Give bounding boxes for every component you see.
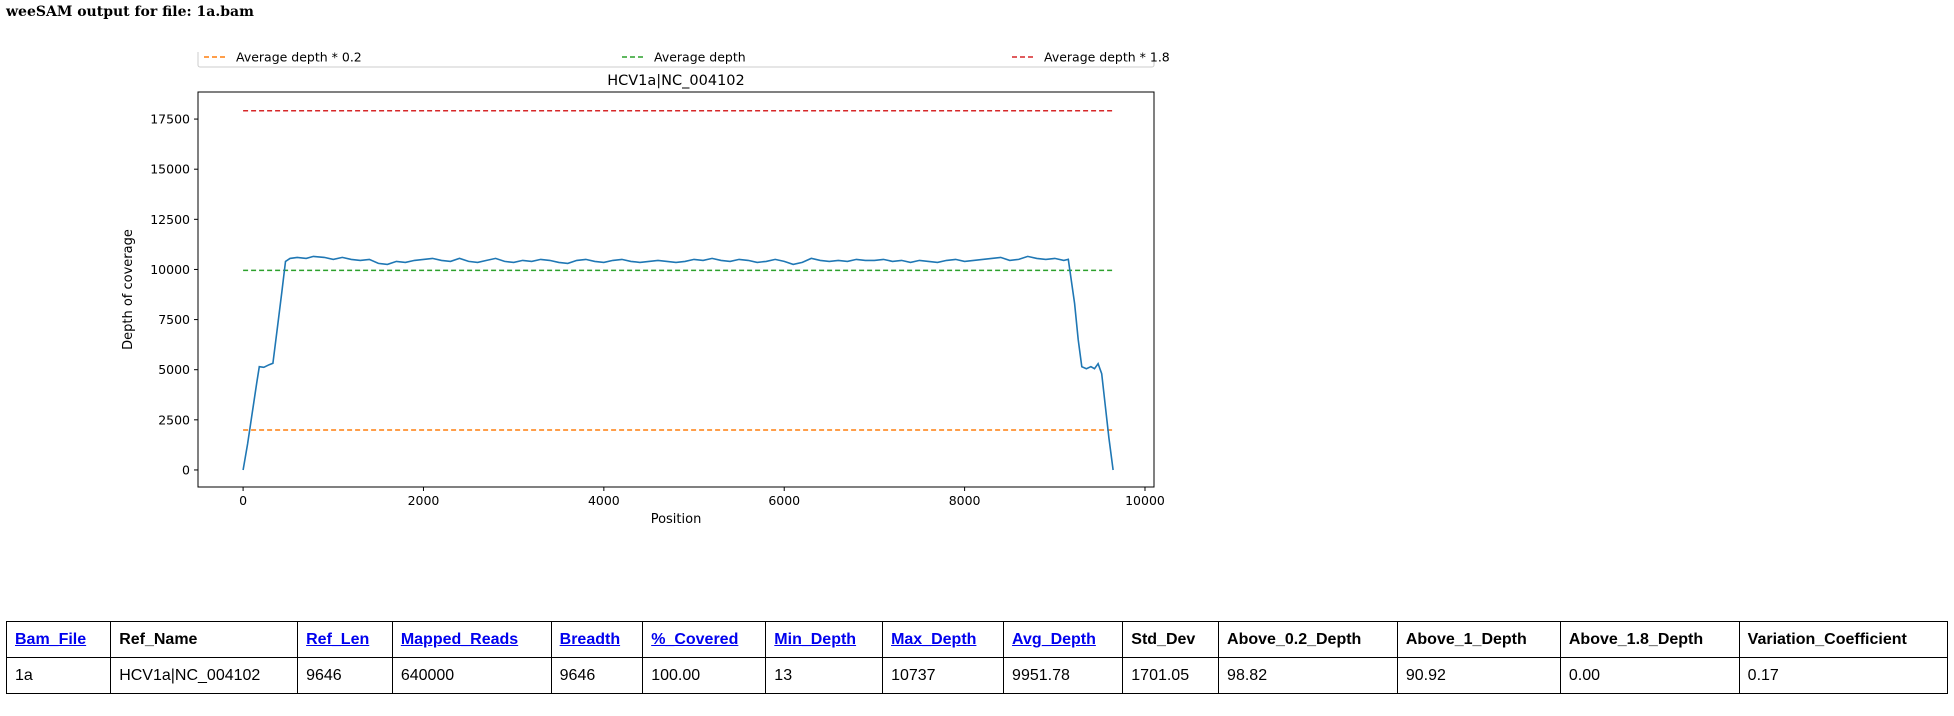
legend-label: Average depth <box>654 52 746 65</box>
sort-link[interactable]: Avg_Depth <box>1012 630 1096 648</box>
y-tick-label: 10000 <box>150 262 190 277</box>
column-header[interactable]: %_Covered <box>642 621 767 658</box>
y-tick-label: 7500 <box>158 312 190 327</box>
table-cell: 90.92 <box>1396 657 1561 694</box>
x-tick-label: 0 <box>239 493 247 508</box>
column-header[interactable]: Ref_Len <box>297 621 393 658</box>
sort-link[interactable]: Max_Depth <box>891 630 977 648</box>
table-cell: 640000 <box>391 657 552 694</box>
column-header: Ref_Name <box>110 621 299 658</box>
x-tick-label: 10000 <box>1125 493 1165 508</box>
table-header-row: Bam_File Ref_Name Ref_Len Mapped_Reads Bread… <box>5 621 1949 658</box>
column-header[interactable]: Avg_Depth <box>1003 621 1124 658</box>
table-cell: 13 <box>765 657 884 694</box>
table-cell: 0.17 <box>1738 657 1949 694</box>
table-cell: 9646 <box>297 657 393 694</box>
sort-link[interactable]: Ref_Len <box>306 630 370 648</box>
x-tick-label: 8000 <box>949 493 981 508</box>
sort-link[interactable]: Mapped_Reads <box>400 630 519 648</box>
y-tick-label: 15000 <box>150 162 190 177</box>
legend-label: Average depth * 0.2 <box>236 52 362 65</box>
table-cell: 1a <box>5 657 112 694</box>
stats-table: Bam_File Ref_Name Ref_Len Mapped_Reads Bread… <box>5 621 1949 694</box>
table-cell: HCV1a|NC_004102 <box>110 657 299 694</box>
column-header: Above_1.8_Depth <box>1559 621 1740 658</box>
x-axis-label: Position <box>651 512 702 527</box>
plot-frame <box>197 91 1155 488</box>
y-tick-label: 2500 <box>158 412 190 427</box>
table-cell: 1701.05 <box>1122 657 1220 694</box>
table-cell: 98.82 <box>1218 657 1398 694</box>
column-header[interactable]: Breadth <box>550 621 644 658</box>
column-header[interactable]: Mapped_Reads <box>391 621 552 658</box>
sort-link[interactable]: %_Covered <box>651 630 739 648</box>
x-tick-label: 2000 <box>408 493 440 508</box>
coverage-chart: Average depth * 0.2 Average depth Average … <box>121 52 1170 527</box>
legend-label: Average depth * 1.8 <box>1044 52 1170 65</box>
y-tick-label: 17500 <box>150 112 190 127</box>
legend-box <box>197 52 1155 68</box>
table-cell: 0.00 <box>1559 657 1740 694</box>
page-title: weeSAM output for file: 1a.bam <box>6 4 254 20</box>
column-header: Std_Dev <box>1122 621 1220 658</box>
y-tick-label: 5000 <box>158 362 190 377</box>
x-tick-label: 6000 <box>768 493 800 508</box>
coverage-line <box>242 255 1114 471</box>
table-cell: 100.00 <box>642 657 767 694</box>
column-header: Above_1_Depth <box>1396 621 1561 658</box>
x-tick-label: 4000 <box>588 493 620 508</box>
y-axis-label: Depth of coverage <box>121 229 136 350</box>
column-header[interactable]: Min_Depth <box>765 621 884 658</box>
column-header[interactable]: Bam_File <box>5 621 112 658</box>
sort-link[interactable]: Breadth <box>559 630 621 648</box>
column-header: Above_0.2_Depth <box>1218 621 1398 658</box>
y-tick-label: 0 <box>182 462 190 477</box>
table-cell: 9951.78 <box>1003 657 1124 694</box>
sort-link[interactable]: Min_Depth <box>774 630 857 648</box>
table-cell: 9646 <box>550 657 644 694</box>
sort-link[interactable]: Bam_File <box>15 630 87 648</box>
table-row: 1a HCV1a|NC_004102 9646 640000 9646 100.00 13 1… <box>5 657 1949 694</box>
table-cell: 10737 <box>882 657 1005 694</box>
chart-title: HCV1a|NC_004102 <box>607 73 745 89</box>
y-tick-label: 12500 <box>150 212 190 227</box>
column-header[interactable]: Max_Depth <box>882 621 1005 658</box>
column-header: Variation_Coefficient <box>1738 621 1949 658</box>
